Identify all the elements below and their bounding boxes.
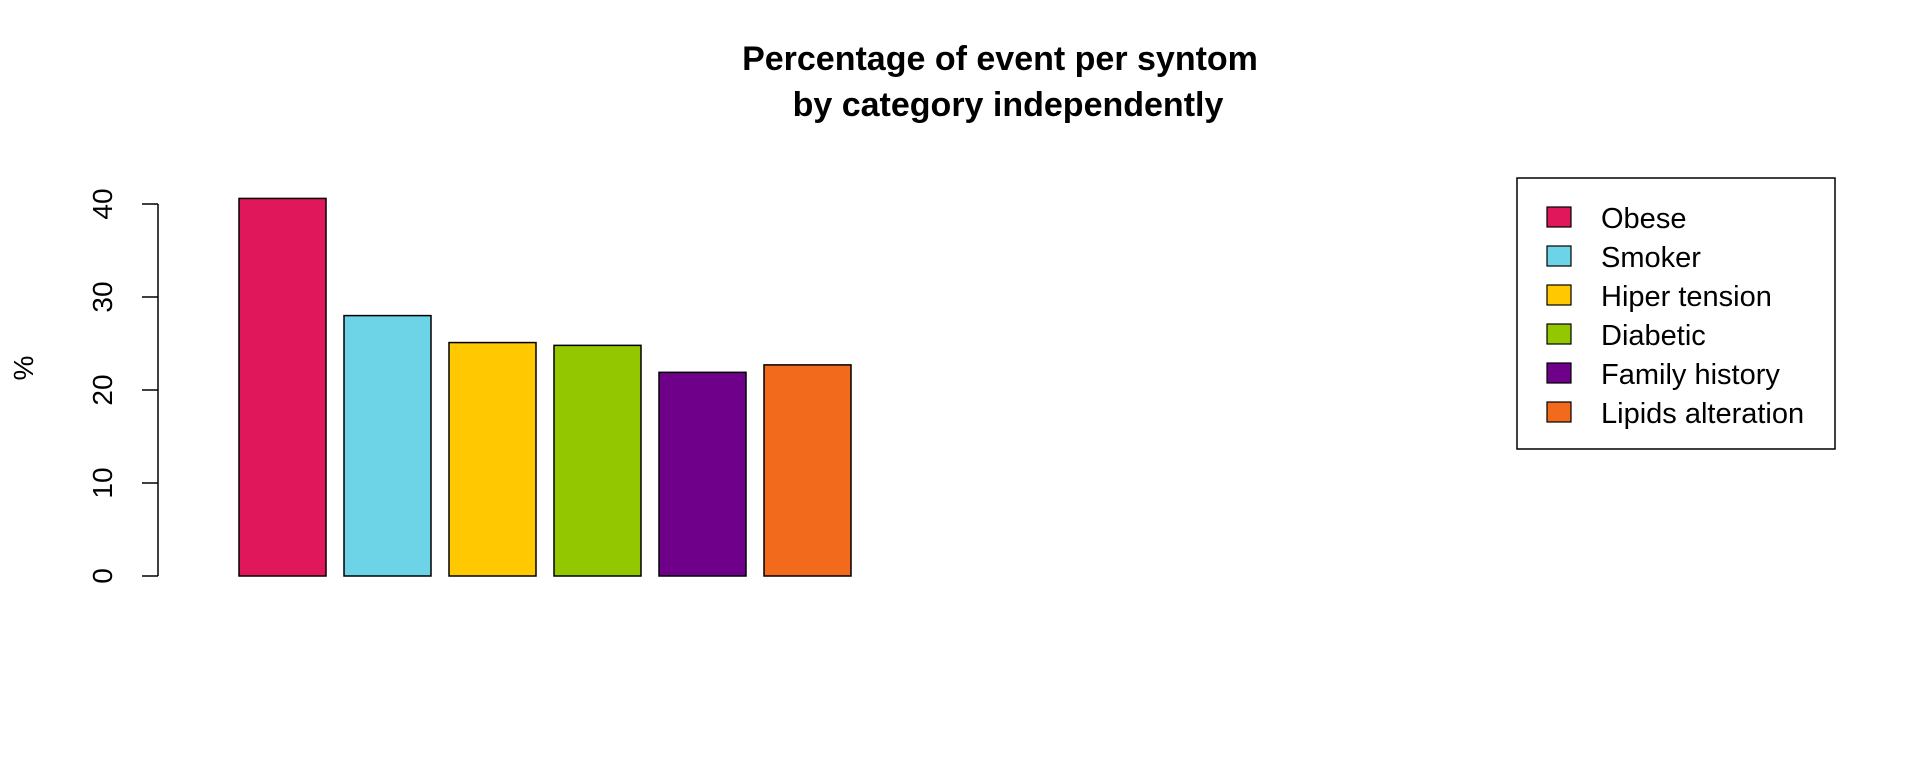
legend-label: Smoker	[1601, 242, 1701, 274]
bar-smoker	[343, 314, 432, 577]
legend-swatch	[1546, 284, 1572, 306]
y-axis-label: %	[8, 356, 39, 381]
y-tick-label: 30	[87, 281, 118, 312]
y-tick-label: 20	[87, 374, 118, 405]
bar-family-history	[658, 371, 747, 577]
bar-obese	[238, 197, 327, 577]
legend-items: Obese Smoker Hiper tension Diabetic Family h…	[1546, 203, 1804, 430]
y-tick-label: 40	[87, 188, 118, 219]
bar-diabetic	[553, 344, 642, 577]
bar-hiper-tension	[448, 341, 537, 577]
legend-swatch	[1546, 401, 1572, 423]
bar-lipids-alteration	[763, 364, 852, 577]
legend-label: Diabetic	[1601, 320, 1706, 352]
legend-swatch	[1546, 323, 1572, 345]
y-tick-label: 10	[87, 467, 118, 498]
bars	[238, 197, 852, 577]
chart-title-line-2: by category independently	[793, 86, 1224, 124]
y-tick-label: 0	[87, 568, 118, 584]
legend-swatch	[1546, 362, 1572, 384]
legend-swatch	[1546, 206, 1572, 228]
legend-label: Family history	[1601, 359, 1780, 391]
y-axis: 0 10 20 30 40	[87, 188, 159, 584]
legend-swatch	[1546, 245, 1572, 267]
legend: Obese Smoker Hiper tension Diabetic Family h…	[1516, 177, 1836, 450]
legend-label: Lipids alteration	[1601, 398, 1804, 430]
legend-label: Obese	[1601, 203, 1686, 235]
legend-label: Hiper tension	[1601, 281, 1772, 313]
chart-title-line-1: Percentage of event per syntom	[742, 40, 1258, 78]
